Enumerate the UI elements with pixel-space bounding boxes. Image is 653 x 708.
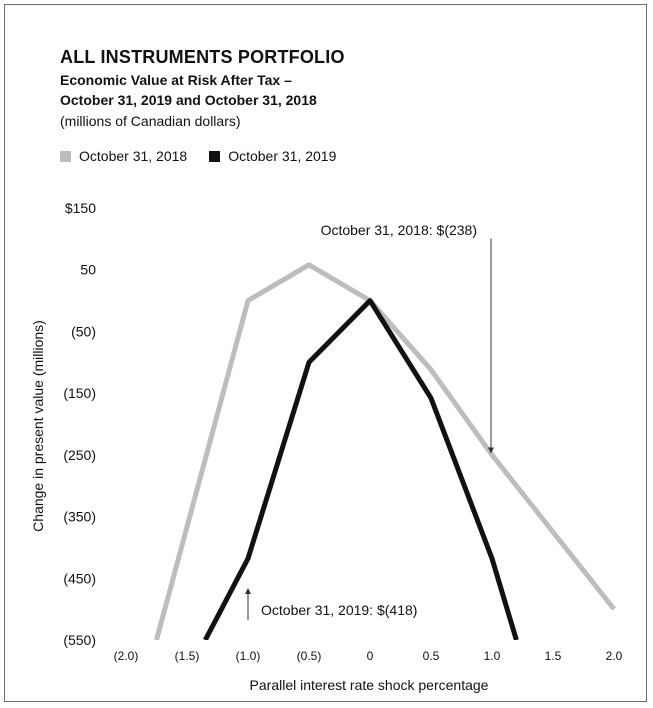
series-line-2018 (154, 262, 616, 640)
chart-units: (millions of Canadian dollars) (60, 113, 241, 129)
legend-label-2019: October 31, 2019 (228, 148, 337, 164)
x-tick-label: (1.5) (175, 649, 200, 663)
x-tick-label: (1.0) (236, 649, 261, 663)
y-tick-label: (350) (63, 509, 96, 525)
legend: October 31, 2018 October 31, 2019 (60, 148, 358, 164)
x-tick-label: (0.5) (297, 649, 322, 663)
chart-subtitle-line1: Economic Value at Risk After Tax – (60, 72, 292, 88)
x-tick-label: 0 (367, 649, 374, 663)
chart-title: ALL INSTRUMENTS PORTFOLIO (60, 47, 345, 67)
x-tick-label: 1.5 (545, 649, 562, 663)
y-tick-label: 50 (80, 262, 96, 278)
x-tick-label: 0.5 (423, 649, 440, 663)
annotation-2019-arrowhead (245, 588, 251, 594)
legend-item-2019: October 31, 2019 (209, 148, 336, 164)
x-tick-label: (2.0) (114, 649, 139, 663)
legend-label-2018: October 31, 2018 (79, 148, 188, 164)
legend-item-2018: October 31, 2018 (60, 148, 187, 164)
x-axis-label: Parallel interest rate shock percentage (250, 677, 489, 693)
legend-swatch-2019 (209, 150, 221, 162)
y-tick-label: (250) (63, 447, 96, 463)
annotation-2018-arrowhead (488, 447, 494, 454)
y-tick-label: (450) (63, 570, 96, 586)
x-tick-label: 2.0 (606, 649, 623, 663)
chart-subtitle-line2: October 31, 2019 and October 31, 2018 (60, 92, 317, 108)
y-tick-label: (150) (63, 385, 96, 401)
series-line-2019 (203, 298, 519, 640)
y-tick-label: (50) (71, 323, 96, 339)
y-tick-label: (550) (63, 632, 96, 648)
y-axis-label: Change in present value (millions) (30, 320, 46, 532)
y-tick-label: $150 (65, 200, 96, 216)
annotation-2018-label: October 31, 2018: $(238) (321, 222, 477, 238)
legend-swatch-2018 (60, 150, 71, 162)
x-tick-label: 1.0 (484, 649, 501, 663)
annotation-2019-label: October 31, 2019: $(418) (261, 602, 417, 618)
chart-frame (4, 4, 647, 702)
